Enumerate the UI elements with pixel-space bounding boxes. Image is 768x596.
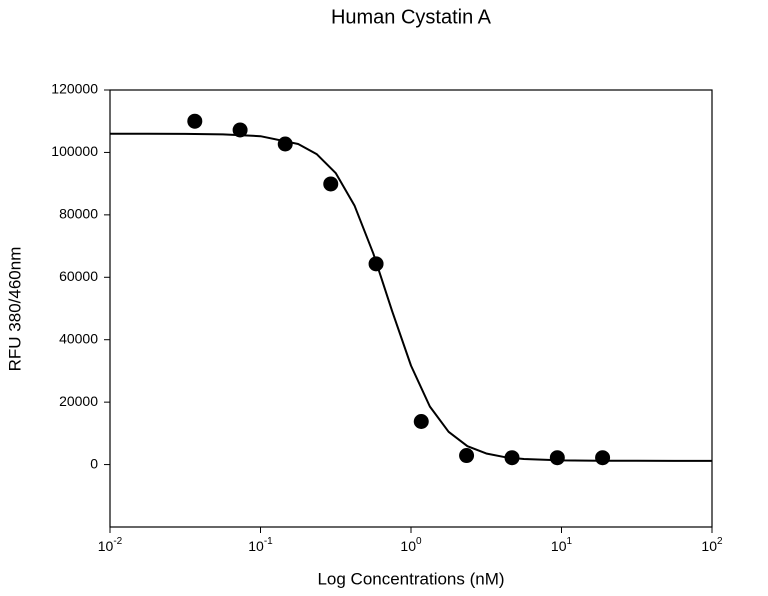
x-axis-title: Log Concentrations (nM) <box>317 569 504 588</box>
x-tick-label: 100 <box>400 536 422 554</box>
chart-title: Human Cystatin A <box>331 6 492 28</box>
y-tick-label: 120000 <box>51 81 98 97</box>
y-tick-label: 40000 <box>59 330 98 346</box>
data-point <box>323 176 339 192</box>
x-tick-exponent: 2 <box>717 536 723 547</box>
y-tick-label: 0 <box>90 455 98 471</box>
y-tick-label: 20000 <box>59 393 98 409</box>
x-tick-label: 102 <box>701 536 723 554</box>
data-point <box>504 450 520 466</box>
y-axis-title: RFU 380/460nm <box>5 247 24 372</box>
y-tick-label: 100000 <box>51 143 98 159</box>
x-tick-base: 10 <box>551 538 567 554</box>
x-tick-label: 101 <box>551 536 573 554</box>
x-tick-exponent: 1 <box>567 536 573 547</box>
x-tick-label: 10-2 <box>98 536 123 554</box>
data-point <box>277 136 293 152</box>
data-point <box>413 413 429 429</box>
x-tick-base: 10 <box>701 538 717 554</box>
data-point <box>368 256 384 272</box>
data-point <box>549 450 565 466</box>
fit-curve <box>110 132 712 462</box>
x-tick-exponent: 0 <box>416 536 422 547</box>
data-point <box>595 450 611 466</box>
x-tick-base: 10 <box>400 538 416 554</box>
data-point <box>232 122 248 138</box>
data-point <box>187 113 203 129</box>
x-tick-exponent: -2 <box>113 536 122 547</box>
y-tick-label: 80000 <box>59 206 98 222</box>
x-tick-exponent: -1 <box>264 536 273 547</box>
x-tick-base: 10 <box>98 538 114 554</box>
data-point <box>459 448 475 464</box>
y-tick-label: 60000 <box>59 268 98 284</box>
x-tick-base: 10 <box>248 538 264 554</box>
x-tick-label: 10-1 <box>248 536 273 554</box>
